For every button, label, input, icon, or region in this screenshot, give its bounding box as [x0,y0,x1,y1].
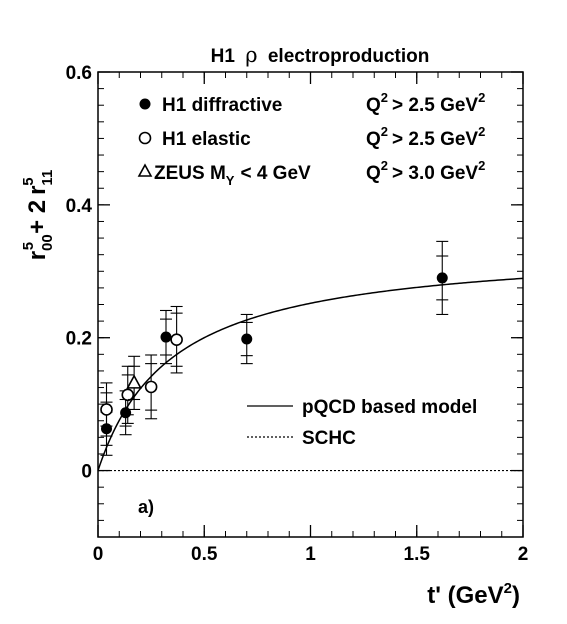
legend-label-zeus: ZEUS MY < 4 GeV [154,163,311,188]
legend-label-pqcd: pQCD based model [302,397,477,418]
data-point-h1-diffractive [436,272,448,284]
legend-label-schc: SCHC [302,428,356,449]
data-point-h1-diffractive [241,333,253,345]
pqcd-model-curve [97,277,524,471]
y-tick-label: 0 [81,462,92,483]
title-prefix: H1 [211,46,236,67]
y-tick-label: 0.2 [66,329,92,350]
x-tick-label: 0 [93,544,104,565]
x-tick-label: 0.5 [191,544,218,565]
x-tick-label: 2 [518,544,529,565]
data-point-h1-elastic [121,388,135,402]
title-suffix: electroproduction [268,46,430,67]
y-tick-label: 0.4 [66,196,93,217]
legend-q2-zeus: Q2 > 3.0 GeV2 [366,158,485,184]
data-point-h1-diffractive [160,331,172,343]
x-axis-title: t' (GeV2) [427,580,520,609]
legend-marker-zeus [137,163,153,177]
legend-q2-h1-elastic: Q2 > 2.5 GeV2 [366,124,485,150]
legend-marker-h1-diffractive [139,98,151,110]
y-tick-label: 0.6 [66,63,92,84]
data-point-h1-diffractive [120,407,132,419]
x-tick-label: 1.5 [404,544,431,565]
data-point-h1-elastic [100,403,113,416]
y-axis-title: r005+ 2r115 [20,170,56,261]
data-point-h1-elastic [144,380,158,394]
data-point-zeus [126,374,142,389]
chart-title: H1 ρ electroproduction [211,43,430,67]
x-tick-label: 1 [305,544,316,565]
panel-label: a) [138,497,154,517]
legend-label-h1-diffractive: H1 diffractive [162,95,282,116]
title-symbol: ρ [245,43,257,67]
data-point-h1-elastic [170,333,183,347]
legend-label-h1-elastic: H1 elastic [162,129,251,150]
legend-marker-h1-elastic [138,131,152,145]
legend-q2-h1-diffractive: Q2 > 2.5 GeV2 [366,90,485,116]
